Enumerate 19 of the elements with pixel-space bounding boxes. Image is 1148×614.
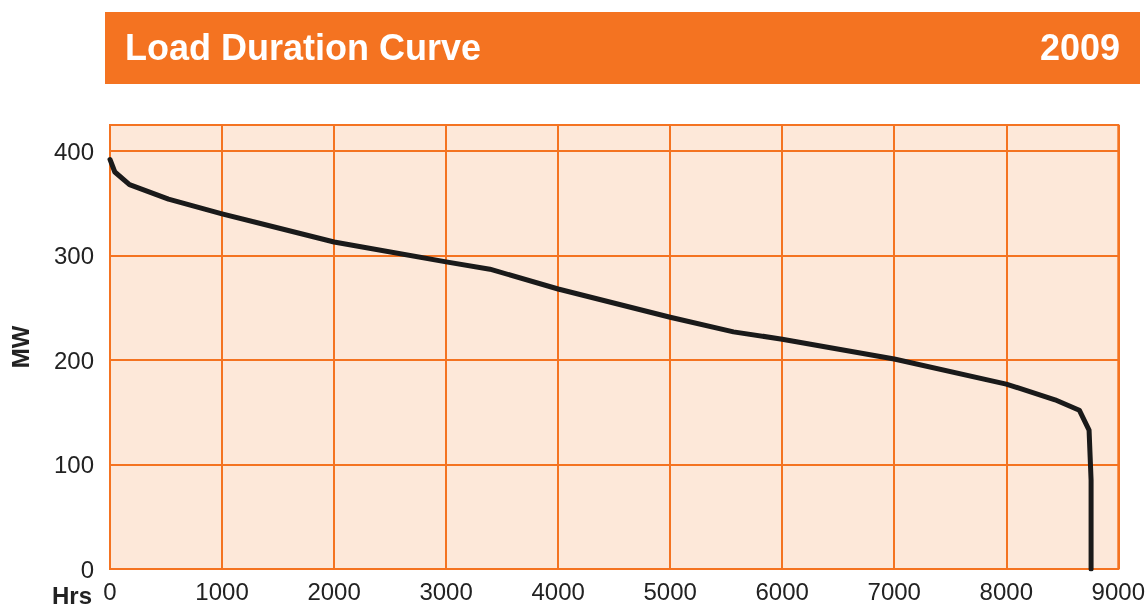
y-tick-label: 300 <box>53 242 94 270</box>
x-tick-label: 8000 <box>979 577 1033 605</box>
chart-subtitle: 2009 <box>1039 27 1120 69</box>
x-tick-label: 2000 <box>307 577 361 605</box>
x-tick-label: 4000 <box>531 577 585 605</box>
x-tick-label: 9000 <box>1091 577 1145 605</box>
chart-title: Load Duration Curve <box>125 27 482 69</box>
x-tick-label: 7000 <box>867 577 921 605</box>
y-tick-label: 100 <box>53 451 94 479</box>
x-tick-label: 3000 <box>419 577 473 605</box>
y-tick-label: 0 <box>80 555 94 583</box>
x-tick-label: 1000 <box>195 577 249 605</box>
x-tick-label: 6000 <box>755 577 809 605</box>
x-tick-label: 5000 <box>643 577 697 605</box>
x-axis-title: Hrs <box>51 581 92 609</box>
y-axis-title: MW <box>6 325 34 369</box>
y-tick-label: 200 <box>53 346 94 374</box>
x-tick-label: 0 <box>103 577 117 605</box>
y-tick-label: 400 <box>53 137 94 165</box>
